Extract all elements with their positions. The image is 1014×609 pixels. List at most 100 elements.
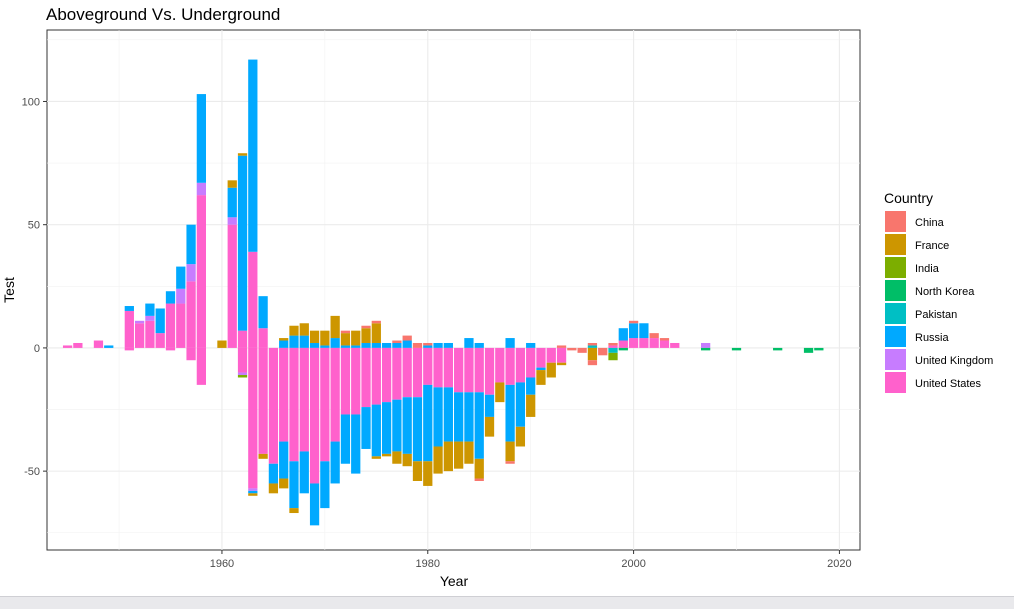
y-tick-label: 100 <box>22 96 40 108</box>
legend-label: France <box>915 240 949 252</box>
bar-segment <box>268 483 279 494</box>
legend-key <box>885 234 906 255</box>
bar-segment <box>412 347 423 398</box>
bar-segment <box>186 281 196 348</box>
bar-segment <box>371 323 381 343</box>
bar-segment <box>237 372 248 376</box>
bar-segment <box>186 264 196 282</box>
bar-segment <box>433 387 443 447</box>
bar-segment <box>608 345 618 348</box>
bar-segment <box>176 288 186 304</box>
bar-segment <box>361 347 371 408</box>
bar-segment <box>196 94 206 183</box>
bar-segment <box>289 347 299 462</box>
bar-segment <box>402 347 412 398</box>
bar-segment <box>536 347 546 368</box>
bar-segment <box>495 382 505 403</box>
bar-segment <box>196 182 206 196</box>
bar-segment <box>515 426 526 447</box>
bar-segment <box>381 342 392 348</box>
legend-label: India <box>915 263 940 275</box>
bar-segment <box>639 338 649 348</box>
bar-segment <box>474 342 484 348</box>
bar-segment <box>73 342 83 348</box>
bar-segment <box>279 441 289 479</box>
bar-segment <box>248 251 258 348</box>
bar-segment <box>639 323 649 339</box>
bar-segment <box>176 266 186 289</box>
bar-segment <box>258 453 268 459</box>
bar-segment <box>423 347 433 385</box>
bar-segment <box>536 370 546 385</box>
bar-segment <box>433 347 443 388</box>
bar-segment <box>62 345 73 348</box>
x-tick-label: 1980 <box>416 558 440 570</box>
bar-segment <box>536 367 546 371</box>
x-tick-label: 1960 <box>210 558 234 570</box>
bar-segment <box>505 441 515 462</box>
y-tick-label: 50 <box>28 220 40 232</box>
legend-key <box>885 349 906 370</box>
bar-segment <box>464 392 474 442</box>
bar-segment <box>381 402 392 454</box>
legend-label: United States <box>915 378 982 390</box>
bar-segment <box>279 340 289 348</box>
bar-segment <box>124 347 134 351</box>
bar-segment <box>176 303 186 348</box>
bar-segment <box>608 347 618 353</box>
bar-segment <box>731 347 742 351</box>
bar-segment <box>340 333 351 346</box>
bar-segment <box>279 347 289 442</box>
bar-segment <box>93 340 104 348</box>
bar-segment <box>464 441 474 464</box>
bar-segment <box>433 446 443 474</box>
bar-segment <box>628 338 639 348</box>
bar-segment <box>258 347 268 454</box>
legend-label: North Korea <box>915 286 975 298</box>
bar-segment <box>289 325 299 336</box>
chart-title: Aboveground Vs. Underground <box>46 5 280 24</box>
axes: 1960 1980 2000 2020 -50 0 50 100 <box>22 96 852 570</box>
bar-segment <box>227 187 237 218</box>
bar-segment <box>320 345 330 348</box>
bar-segment <box>289 508 299 514</box>
bar-segment <box>268 347 279 464</box>
bar-segment <box>320 461 330 509</box>
bar-segment <box>237 375 248 378</box>
bar-segment <box>227 180 237 188</box>
legend-key <box>885 372 906 393</box>
bar-segment <box>423 342 433 346</box>
bar-segment <box>299 347 309 452</box>
bar-segment <box>289 335 299 348</box>
bar-segment <box>618 347 628 351</box>
grid-lines <box>47 30 860 550</box>
bar-segment <box>371 320 381 324</box>
bar-segment <box>412 461 423 481</box>
bar-segment <box>340 347 351 415</box>
bar-segment <box>155 308 165 334</box>
bar-segment <box>330 441 340 484</box>
bar-segment <box>649 338 659 348</box>
bar-segment <box>598 347 608 356</box>
bar-segment <box>155 333 165 348</box>
legend-label: United Kingdom <box>915 355 993 367</box>
bar-segment <box>546 362 556 378</box>
bar-segment <box>484 394 495 417</box>
bar-segment <box>145 315 155 321</box>
legend: Country China France India North Korea Pakis… <box>884 190 993 393</box>
bar-segment <box>320 347 330 462</box>
bar-segment <box>309 330 320 343</box>
legend-key <box>885 257 906 278</box>
bar-segment <box>474 458 484 479</box>
bar-segment <box>248 347 258 489</box>
bar-segment <box>145 320 155 348</box>
x-tick-label: 2000 <box>621 558 645 570</box>
bar-segment <box>268 463 279 484</box>
bar-segment <box>381 347 392 403</box>
bar-segment <box>309 342 320 348</box>
bar-segment <box>165 347 176 351</box>
bar-segment <box>814 347 824 351</box>
bar-segment <box>618 340 628 348</box>
bar-segment <box>454 441 464 469</box>
bar-segment <box>556 347 567 363</box>
